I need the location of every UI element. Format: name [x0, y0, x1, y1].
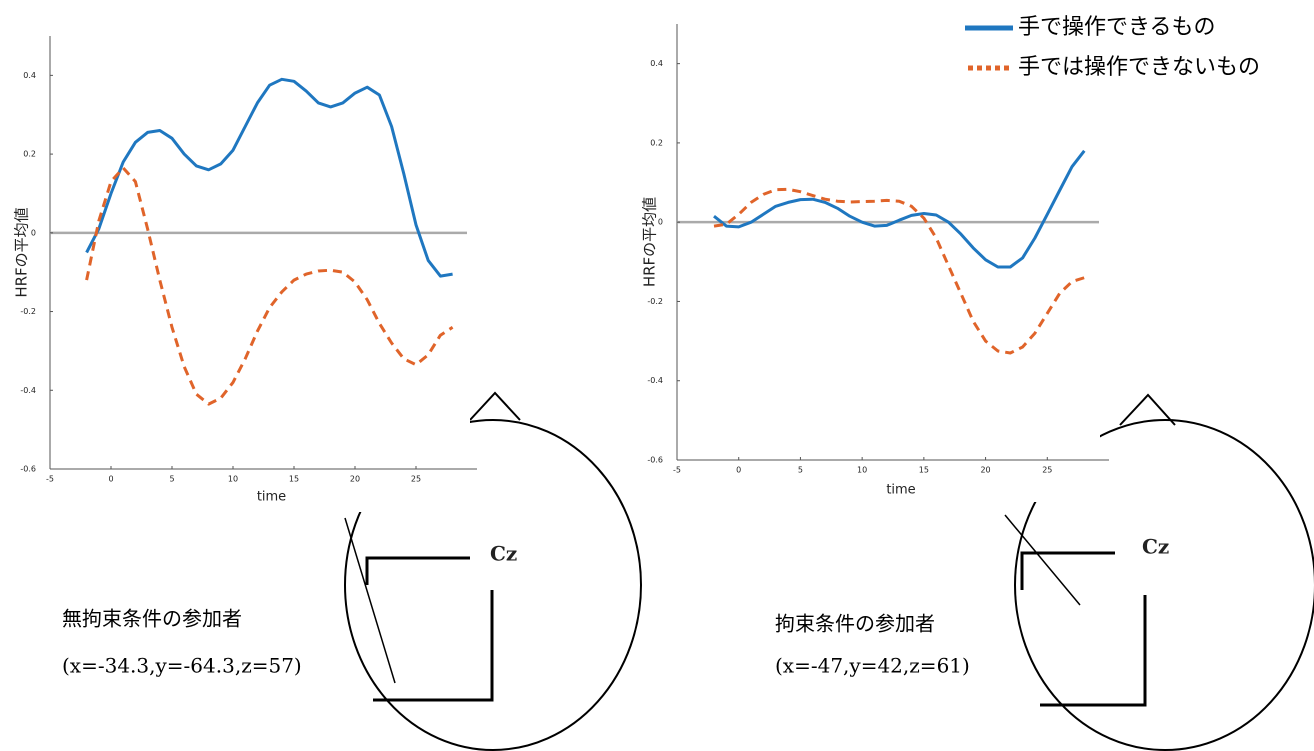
x-tick-label: 25	[1042, 466, 1052, 475]
legend-label: 手では操作できないもの	[1018, 55, 1260, 80]
nose	[470, 393, 520, 420]
y-tick-label: -0.6	[20, 465, 36, 474]
x-tick-label: -5	[46, 475, 54, 484]
x-tick-label: 10	[228, 475, 238, 484]
electrode-label: Cz	[1142, 535, 1169, 559]
y-tick-label: -0.6	[647, 456, 663, 465]
x-tick-label: 15	[289, 475, 299, 484]
chart-background	[640, 30, 1100, 502]
y-tick-label: -0.4	[647, 376, 663, 385]
x-tick-label: 5	[169, 475, 174, 484]
bracket	[373, 590, 492, 700]
coordinates-caption: (x=-47,y=42,z=61)	[775, 654, 970, 678]
slide: Cz Cz 無拘束条件の参加者 (x=-34.3,y=-64.3,z=57) 拘…	[0, 0, 1314, 751]
bracket	[367, 558, 470, 585]
y-tick-label: -0.2	[20, 307, 36, 316]
y-tick-label: -0.4	[20, 386, 36, 395]
x-tick-label: 15	[919, 466, 929, 475]
x-tick-label: 10	[857, 466, 867, 475]
x-tick-label: 0	[736, 466, 741, 475]
x-axis-label: time	[886, 483, 915, 498]
x-axis-label: time	[257, 490, 286, 505]
y-tick-label: 0	[658, 218, 663, 227]
participant-caption: 拘束条件の参加者	[775, 612, 935, 636]
electrode-label: Cz	[490, 542, 517, 566]
y-tick-label: 0.2	[650, 138, 663, 147]
x-tick-label: 0	[108, 475, 113, 484]
pointer-line	[345, 518, 395, 683]
bracket	[1040, 595, 1145, 705]
coordinates-caption: (x=-34.3,y=-64.3,z=57)	[62, 654, 302, 678]
x-tick-label: 5	[798, 466, 803, 475]
y-axis-label: HRFの平均値	[641, 197, 659, 287]
x-tick-label: -5	[673, 466, 681, 475]
y-axis-label: HRFの平均値	[13, 207, 31, 297]
participant-caption: 無拘束条件の参加者	[62, 607, 242, 631]
bracket	[1022, 553, 1115, 590]
y-tick-label: 0.2	[23, 150, 36, 159]
y-tick-label: 0.4	[650, 59, 663, 68]
legend-label: 手で操作できるもの	[1018, 15, 1216, 40]
x-tick-label: 25	[411, 475, 421, 484]
x-tick-label: 20	[980, 466, 990, 475]
chart-background	[0, 30, 470, 512]
x-tick-label: 20	[350, 475, 360, 484]
y-tick-label: 0	[31, 228, 36, 237]
y-tick-label: 0.4	[23, 71, 36, 80]
y-tick-label: -0.2	[647, 297, 663, 306]
